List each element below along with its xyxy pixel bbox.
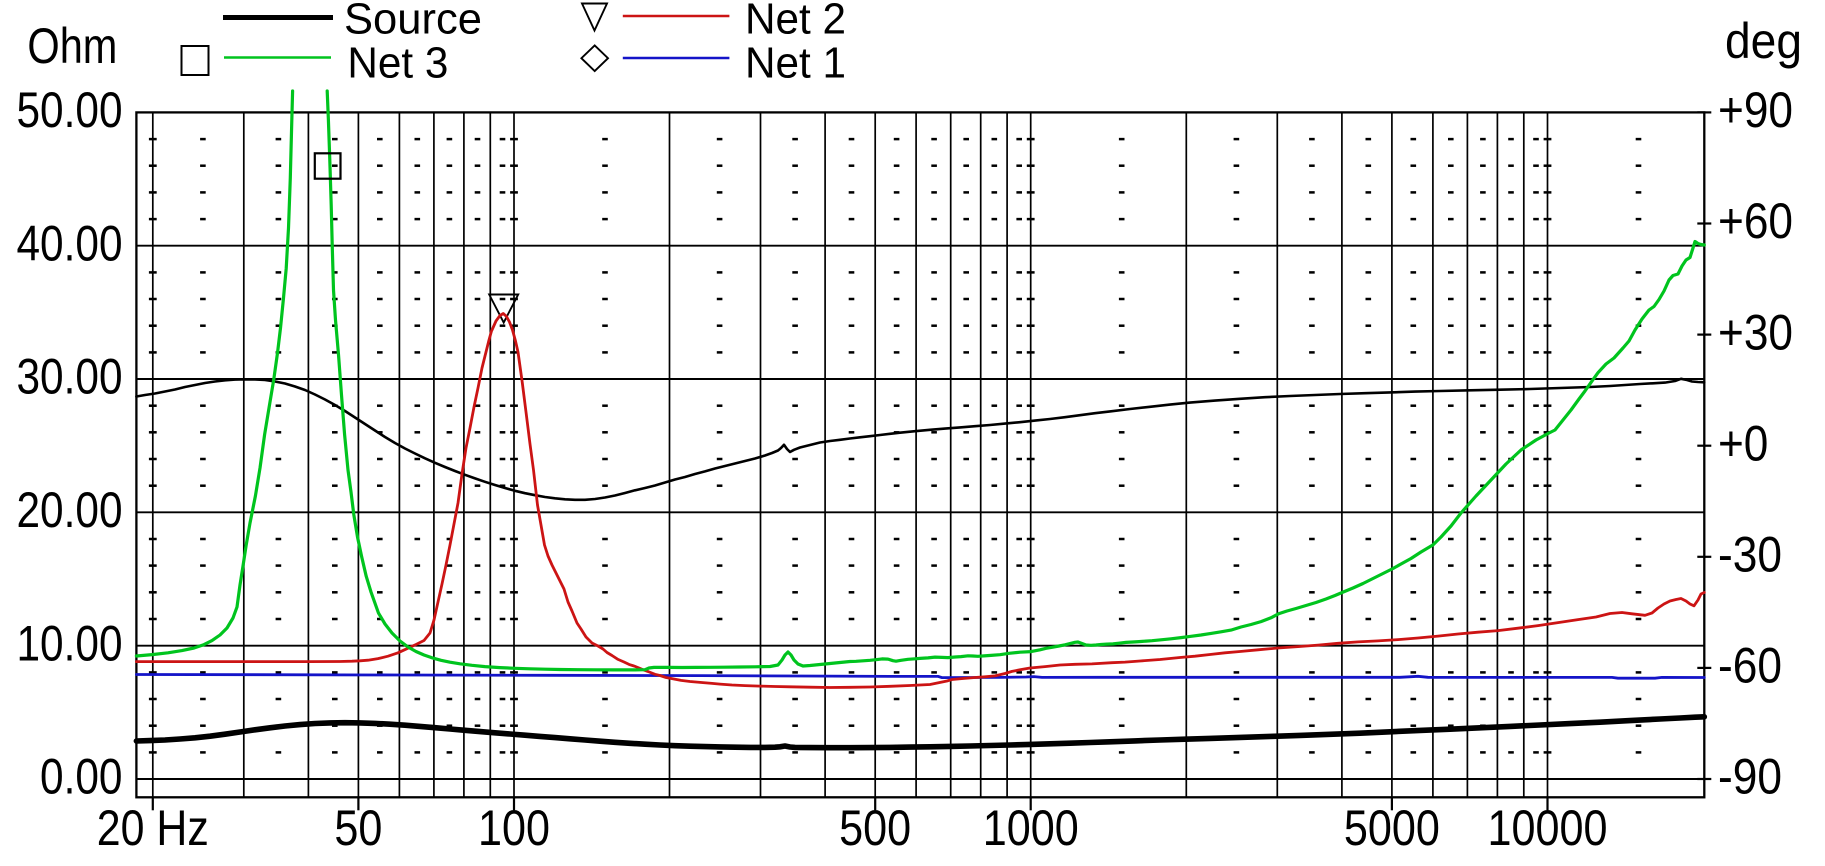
svg-text:+0: +0 [1718,415,1768,471]
svg-text:100: 100 [478,800,550,856]
svg-text:30.00: 30.00 [17,349,123,405]
svg-text:10.00: 10.00 [17,615,123,671]
svg-text:40.00: 40.00 [17,215,123,271]
svg-text:Net 1: Net 1 [745,39,846,88]
svg-text:Source: Source [344,0,482,44]
svg-text:+30: +30 [1718,304,1793,360]
svg-text:Ohm: Ohm [27,18,117,74]
svg-text:20.00: 20.00 [17,482,123,538]
svg-text:5000: 5000 [1344,800,1440,856]
svg-text:500: 500 [839,800,911,856]
svg-text:1000: 1000 [983,800,1079,856]
svg-text:+60: +60 [1718,193,1793,249]
svg-text:deg: deg [1725,13,1802,69]
svg-text:-60: -60 [1718,638,1782,694]
svg-text:0.00: 0.00 [40,749,123,805]
svg-text:-30: -30 [1718,527,1782,583]
svg-text:Net 2: Net 2 [745,0,846,44]
svg-text:Net 3: Net 3 [347,39,448,88]
svg-text:20 Hz: 20 Hz [97,800,209,856]
svg-text:-90: -90 [1718,749,1782,805]
svg-text:50: 50 [334,800,382,856]
svg-text:50.00: 50.00 [17,82,123,138]
svg-text:10000: 10000 [1487,800,1607,856]
svg-text:+90: +90 [1718,82,1793,138]
